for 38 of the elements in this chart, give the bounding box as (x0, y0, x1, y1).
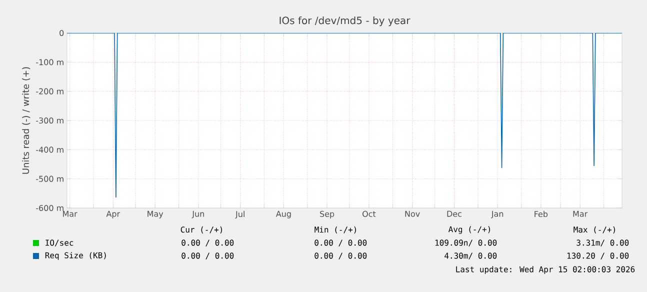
text: 3.31m/ 0.00 (576, 240, 629, 246)
x-tick-label: Apr (106, 210, 120, 218)
x-tick-label: Mar (573, 210, 588, 217)
chart-title: IOs for /dev/md5 - by year (280, 16, 410, 26)
text: 0.00 / 0.00 (182, 252, 234, 260)
x-tick-label: Sep (320, 210, 334, 218)
text: 0.00 / 0.00 (314, 240, 367, 246)
y-tick-label: 0 (60, 30, 64, 36)
text: 109.09n/ 0.00 (435, 240, 497, 246)
legend-label: Req Size (KB) (45, 252, 106, 260)
x-tick-label: Feb (534, 210, 548, 218)
y-axis-title: Units read (-) / write (+) (22, 67, 30, 174)
x-tick-label: Oct (362, 210, 376, 217)
x-tick-label: May (148, 210, 164, 218)
x-tick-label: Nov (405, 210, 420, 217)
legend-label: IO/sec (46, 240, 74, 246)
x-tick-label: Mar (63, 210, 78, 217)
text: Last update: Wed Apr 15 02:00:03 2026 (456, 266, 635, 274)
y-tick-label: -600 m (36, 204, 64, 212)
text: 4.30m/ 0.00 (444, 252, 497, 260)
x-tick-label: Jan (491, 210, 504, 218)
y-tick-label: -500 m (36, 176, 64, 182)
text: Max (-/+) (574, 226, 616, 234)
text: 0.00 / 0.00 (314, 252, 367, 260)
line-series (67, 33, 622, 198)
x-tick-label: Jun (192, 210, 204, 218)
x-tick-label: Jul (235, 210, 244, 219)
y-tick-label: -100 m (36, 59, 64, 66)
text: 130.20 / 0.00 (567, 252, 629, 260)
text: Cur (-/+) (180, 226, 222, 234)
y-tick-label: -200 m (36, 88, 64, 94)
text: Min (-/+) (314, 226, 356, 234)
x-tick-label: Aug (276, 210, 291, 218)
y-tick-label: -300 m (36, 117, 64, 124)
x-tick-label: Dec (447, 210, 462, 217)
text: Avg (-/+) (448, 226, 490, 234)
y-tick-label: -400 m (36, 146, 64, 153)
text: 0.00 / 0.00 (182, 240, 234, 246)
